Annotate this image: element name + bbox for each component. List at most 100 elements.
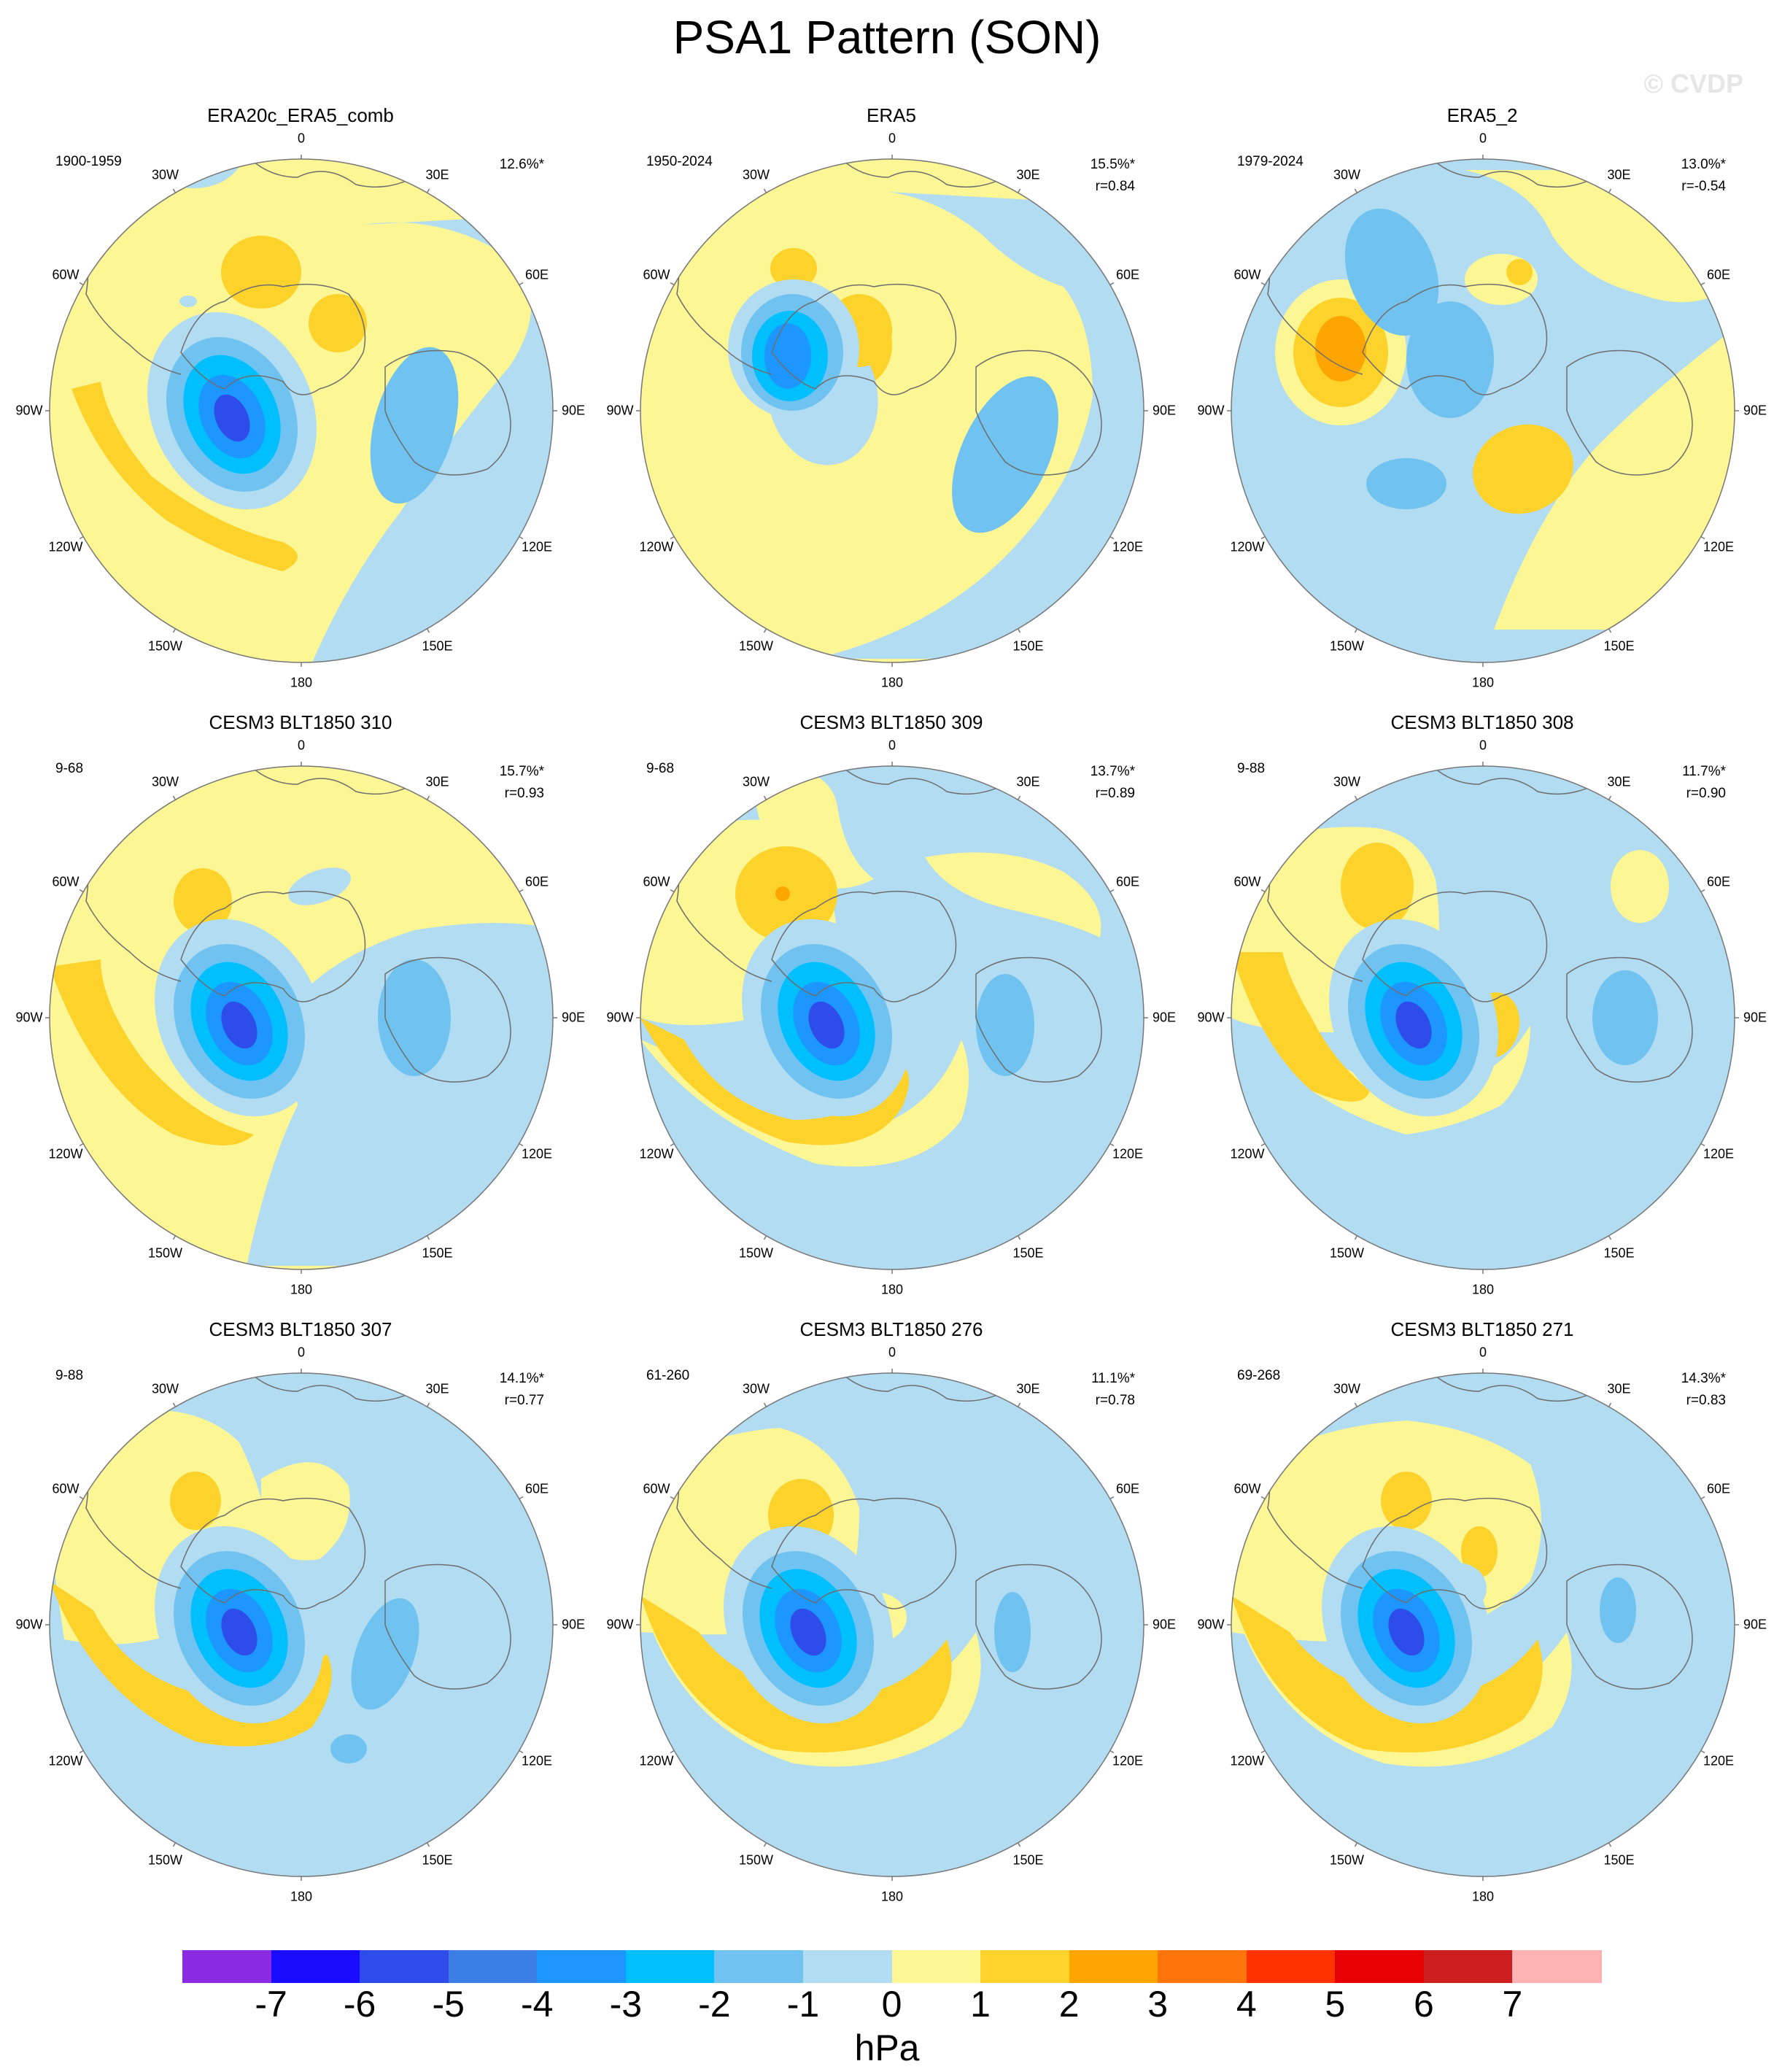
longitude-label: 60E [525, 874, 549, 889]
colorbar-box [1246, 1950, 1336, 1983]
lon-tick [1608, 1235, 1612, 1240]
contour-region [309, 294, 367, 352]
contour-region [247, 923, 553, 1266]
contour-region [221, 1001, 257, 1049]
longitude-label: 30W [151, 1381, 179, 1396]
lon-tick [1109, 282, 1115, 286]
longitude-label: 60W [643, 267, 670, 282]
lon-tick [670, 536, 675, 540]
longitude-label: 150W [147, 638, 183, 654]
colorbar-box [891, 1950, 981, 1983]
longitude-label: 90E [1152, 1010, 1177, 1025]
lon-tick [1109, 1143, 1115, 1147]
contour-region [1592, 970, 1658, 1065]
lon-tick [1017, 628, 1021, 633]
contour-region [976, 974, 1034, 1076]
panel-stats: 14.3%* r=0.83 [1681, 1368, 1726, 1412]
colorbar-unit: hPa [854, 2027, 920, 2068]
pattern-correlation: r=0.90 [1686, 786, 1726, 801]
lon-tick [1260, 1750, 1266, 1754]
polar-map [636, 155, 1148, 667]
polar-map [636, 762, 1148, 1274]
panel-title: ERA5_2 [1446, 104, 1518, 126]
polar-map [1227, 762, 1739, 1274]
lon-tick [670, 1750, 675, 1754]
panel-title: CESM3 BLT1850 276 [799, 1318, 983, 1340]
panel-period: 9-68 [646, 761, 675, 776]
longitude-label: 60E [1116, 1481, 1140, 1496]
contour-region [640, 1040, 969, 1167]
contour-region [170, 1472, 221, 1530]
colorbar-tick-label: -4 [521, 1984, 554, 2025]
colorbar-box [625, 1950, 715, 1983]
longitude-label: 60E [1116, 874, 1140, 889]
longitude-label: 30W [1333, 167, 1361, 182]
coastline [837, 159, 1006, 188]
contour-region [925, 852, 1101, 938]
longitude-label: 30E [425, 167, 449, 182]
longitude-label: 150W [738, 638, 774, 654]
polar-map [1227, 155, 1739, 667]
longitude-label: 60E [1707, 874, 1731, 889]
contour-region [174, 868, 232, 934]
colorbar-box [1158, 1950, 1247, 1983]
lon-tick [1109, 1750, 1115, 1754]
variance-explained: 12.6%* [499, 157, 544, 172]
contour-region [816, 192, 1144, 659]
longitude-label: 60E [1707, 267, 1731, 282]
lon-tick [1260, 1143, 1266, 1147]
map-panel: CESM3 BLT1850 309 9-68 13.7%* r=0.89 0 30E 60E… [597, 711, 1186, 1317]
colorbar-tick-label: -7 [255, 1984, 287, 2025]
longitude-label: 180 [290, 1889, 313, 1904]
map-panel: CESM3 BLT1850 308 9-88 11.7%* r=0.90 0 30E 60E… [1188, 711, 1774, 1317]
longitude-label: 120E [521, 539, 553, 554]
pattern-correlation: r=0.89 [1095, 786, 1135, 801]
panel-title: CESM3 BLT1850 307 [209, 1318, 392, 1340]
lon-tick [426, 795, 430, 800]
lon-tick [1260, 1496, 1266, 1500]
colorbar-box [802, 1950, 892, 1983]
longitude-label: 30W [742, 1381, 770, 1396]
longitude-label: 30E [1607, 1381, 1631, 1396]
panel-title: ERA20c_ERA5_comb [207, 104, 394, 126]
polar-map [45, 762, 557, 1274]
lon-tick [519, 1750, 524, 1754]
contour-region [71, 382, 298, 571]
contour-region [640, 1596, 952, 1752]
lon-tick [670, 1496, 675, 1500]
longitude-label: 90E [561, 403, 586, 418]
panel-period: 61-260 [646, 1368, 690, 1383]
longitude-label: 30W [742, 167, 770, 182]
lon-tick [763, 1235, 767, 1240]
lon-tick [670, 889, 675, 893]
longitude-label: 0 [297, 131, 306, 146]
colorbar-box [1335, 1950, 1425, 1983]
colorbar-tick-label: 6 [1413, 1984, 1434, 2025]
lon-tick [670, 1143, 675, 1147]
lon-tick [426, 628, 430, 633]
longitude-label: 120E [1703, 1146, 1735, 1161]
lon-tick [519, 282, 524, 286]
longitude-label: 180 [1471, 1282, 1495, 1297]
colorbar-box [1423, 1950, 1513, 1983]
coastline [837, 766, 1006, 795]
longitude-label: 60W [1233, 874, 1261, 889]
longitude-label: 30E [1016, 774, 1040, 789]
lon-tick [1017, 795, 1021, 800]
longitude-label: 150E [1012, 1245, 1044, 1261]
contour-region [994, 1592, 1031, 1672]
variance-explained: 14.3%* [1681, 1371, 1726, 1386]
longitude-label: 150W [1329, 1852, 1365, 1868]
contour-region [351, 1598, 419, 1710]
coastline [180, 283, 366, 395]
lon-tick [1354, 188, 1358, 193]
coastline [246, 159, 415, 188]
longitude-label: 90E [1152, 403, 1177, 418]
longitude-label: 150W [738, 1245, 774, 1261]
panel-period: 9-68 [55, 761, 84, 776]
coastline [771, 283, 957, 395]
colorbar-box [980, 1950, 1070, 1983]
longitude-label: 60W [52, 267, 80, 282]
lon-tick [1608, 1402, 1612, 1407]
map-panel: ERA5_2 1979-2024 13.0%* r=-0.54 0 30E 60E 90E 12… [1188, 104, 1774, 710]
